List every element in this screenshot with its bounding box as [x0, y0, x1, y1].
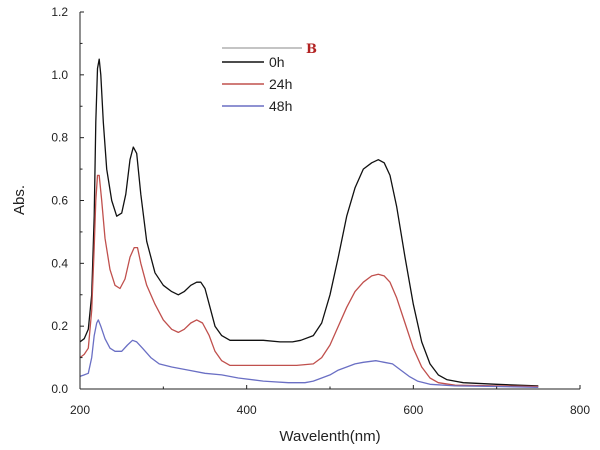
x-tick-label: 200 [70, 403, 90, 417]
legend: 0h 24h 48h [222, 47, 302, 114]
panel-label: B [306, 42, 317, 57]
series-line-24h [79, 174, 539, 388]
x-axis-title: Wavelenth(nm) [279, 428, 380, 445]
x-tick-label: 400 [237, 403, 257, 417]
plot-area [79, 58, 539, 389]
y-axis-title: Abs. [11, 185, 28, 215]
legend-label-48h: 48h [269, 98, 292, 114]
y-tick-label: 0.0 [51, 382, 68, 396]
legend-label-24h: 24h [269, 76, 292, 92]
legend-label-0h: 0h [269, 54, 285, 70]
y-tick-label: 0.4 [51, 256, 68, 270]
series-line-0h [79, 58, 539, 387]
series-line-48h [79, 319, 539, 389]
y-tick-label: 0.8 [51, 131, 68, 145]
y-tick-label: 1.2 [51, 5, 68, 19]
y-tick-label: 0.6 [51, 194, 68, 208]
x-tick-label: 800 [570, 403, 590, 417]
y-tick-label: 1.0 [51, 68, 68, 82]
y-tick-label: 0.2 [51, 319, 68, 333]
axes: 0.0 0.2 0.4 0.6 0.8 1.0 1.2 200 400 600 800 [51, 5, 590, 417]
x-tick-label: 600 [403, 403, 423, 417]
